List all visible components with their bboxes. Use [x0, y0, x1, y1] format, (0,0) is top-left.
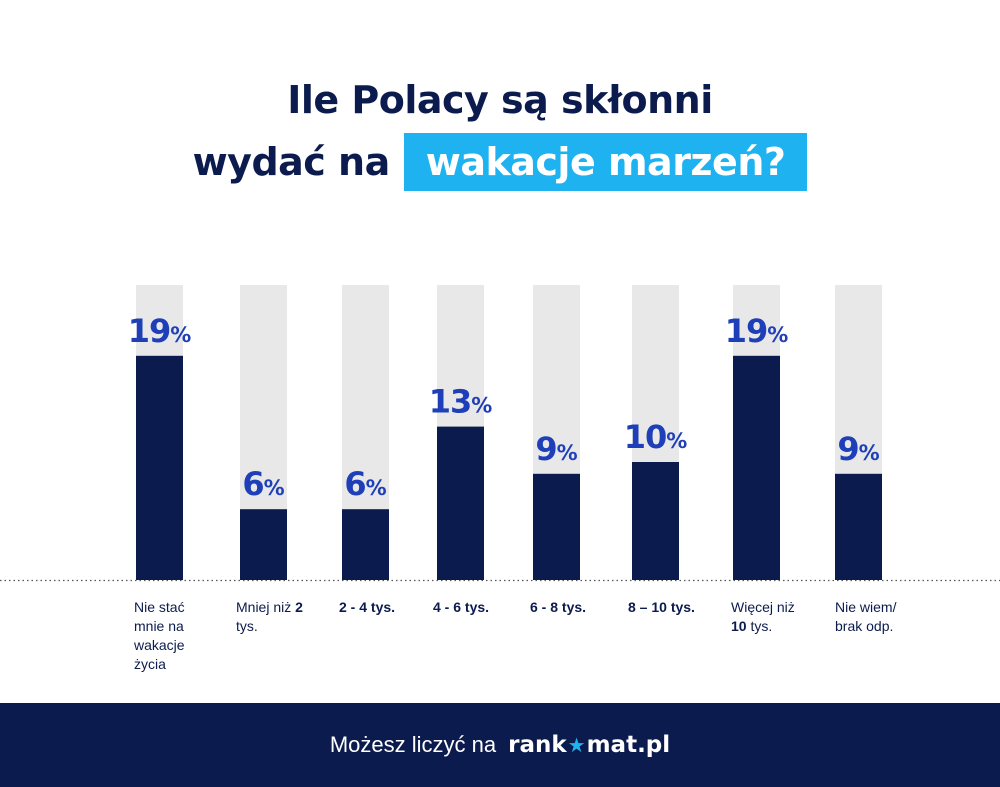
- x-label-8-10: 8 – 10 tys.: [628, 599, 695, 615]
- title-line-1: Ile Polacy są skłonni: [287, 78, 713, 122]
- data-label: 9%: [837, 430, 879, 468]
- bar-chart: 19% 6% 6% 13% 9% 10% 19% 9%: [0, 285, 1000, 582]
- x-label-6-8: 6 - 8 tys.: [530, 599, 587, 615]
- title-prefix: wydać na: [192, 140, 391, 184]
- logo-text-part2: mat.pl: [586, 732, 671, 758]
- footer-text: Możesz liczyć na: [329, 732, 497, 757]
- title-highlight: wakacje marzeń?: [403, 133, 808, 191]
- footer-banner: Możesz liczyć na rank ★ mat.pl: [0, 703, 1000, 787]
- data-label: 10%: [624, 418, 688, 456]
- bar[interactable]: [342, 509, 389, 580]
- x-label-2-4: 2 - 4 tys.: [339, 599, 396, 615]
- data-label: 19%: [725, 312, 789, 350]
- bar[interactable]: [835, 473, 882, 580]
- bar[interactable]: [632, 462, 679, 580]
- data-label: 9%: [535, 430, 577, 468]
- x-label-4-6: 4 - 6 tys.: [433, 599, 490, 615]
- bar[interactable]: [733, 355, 780, 580]
- x-label-nie-wiem: Nie wiem/ brak odp.: [835, 599, 897, 634]
- bar[interactable]: [533, 473, 580, 580]
- bar[interactable]: [136, 355, 183, 580]
- x-label-wiecej-niz-10: Więcej niż 10 tys.: [731, 599, 795, 634]
- data-label: 6%: [344, 465, 386, 503]
- x-label-mniej-niz-2: Mniej niż 2 tys.: [236, 599, 303, 634]
- data-label: 6%: [242, 465, 284, 503]
- bar[interactable]: [240, 509, 287, 580]
- x-label-nie-stac: Nie stać mnie na wakacje życia: [134, 599, 185, 672]
- chart-title: Ile Polacy są skłonni wydać na wakacje ma…: [0, 70, 1000, 192]
- rankomat-logo[interactable]: rank ★ mat.pl: [508, 732, 670, 758]
- title-line-2: wydać na wakacje marzeń?: [0, 132, 1000, 192]
- logo-text-part1: rank: [508, 732, 567, 758]
- data-label: 19%: [128, 312, 192, 350]
- bar[interactable]: [437, 426, 484, 580]
- star-icon: ★: [567, 733, 586, 757]
- data-label: 13%: [429, 383, 493, 421]
